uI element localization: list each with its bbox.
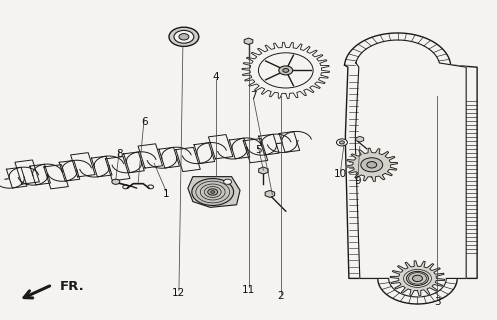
Text: 2: 2: [277, 291, 284, 301]
Text: 10: 10: [334, 169, 347, 180]
Polygon shape: [30, 164, 50, 185]
Circle shape: [336, 139, 347, 146]
Polygon shape: [346, 148, 398, 181]
Polygon shape: [176, 147, 200, 172]
Circle shape: [279, 66, 293, 75]
Polygon shape: [59, 160, 80, 181]
Circle shape: [174, 30, 194, 43]
Polygon shape: [258, 134, 279, 155]
Polygon shape: [91, 156, 112, 177]
Polygon shape: [71, 153, 95, 177]
Circle shape: [361, 158, 383, 172]
Text: 1: 1: [163, 188, 170, 199]
Text: FR.: FR.: [60, 280, 84, 293]
Polygon shape: [15, 160, 39, 184]
Text: 12: 12: [172, 288, 185, 298]
Polygon shape: [279, 132, 300, 152]
Polygon shape: [159, 147, 179, 168]
Circle shape: [258, 53, 313, 88]
Polygon shape: [124, 152, 144, 173]
Circle shape: [169, 27, 199, 46]
Text: 11: 11: [242, 284, 255, 295]
Circle shape: [112, 179, 120, 184]
Polygon shape: [6, 167, 27, 188]
Text: 9: 9: [354, 176, 361, 186]
Polygon shape: [355, 40, 466, 297]
Text: 6: 6: [141, 116, 148, 127]
Circle shape: [367, 162, 377, 168]
Polygon shape: [208, 135, 233, 159]
Polygon shape: [44, 164, 69, 189]
Polygon shape: [188, 177, 240, 207]
Polygon shape: [243, 139, 268, 163]
Polygon shape: [138, 144, 163, 168]
Circle shape: [339, 141, 344, 144]
Text: 3: 3: [434, 297, 441, 308]
Polygon shape: [229, 138, 250, 159]
Circle shape: [211, 191, 215, 193]
Circle shape: [192, 179, 234, 205]
Circle shape: [208, 189, 218, 195]
Circle shape: [179, 34, 189, 40]
Polygon shape: [344, 33, 477, 304]
Text: 7: 7: [250, 91, 257, 101]
Text: 5: 5: [255, 145, 262, 156]
Polygon shape: [242, 42, 330, 99]
Text: 8: 8: [116, 148, 123, 159]
Circle shape: [413, 275, 422, 282]
Polygon shape: [194, 143, 215, 164]
Circle shape: [283, 68, 289, 72]
Polygon shape: [105, 156, 130, 181]
Circle shape: [224, 179, 232, 184]
Polygon shape: [390, 261, 445, 296]
Text: 4: 4: [213, 72, 220, 82]
Circle shape: [407, 271, 428, 285]
